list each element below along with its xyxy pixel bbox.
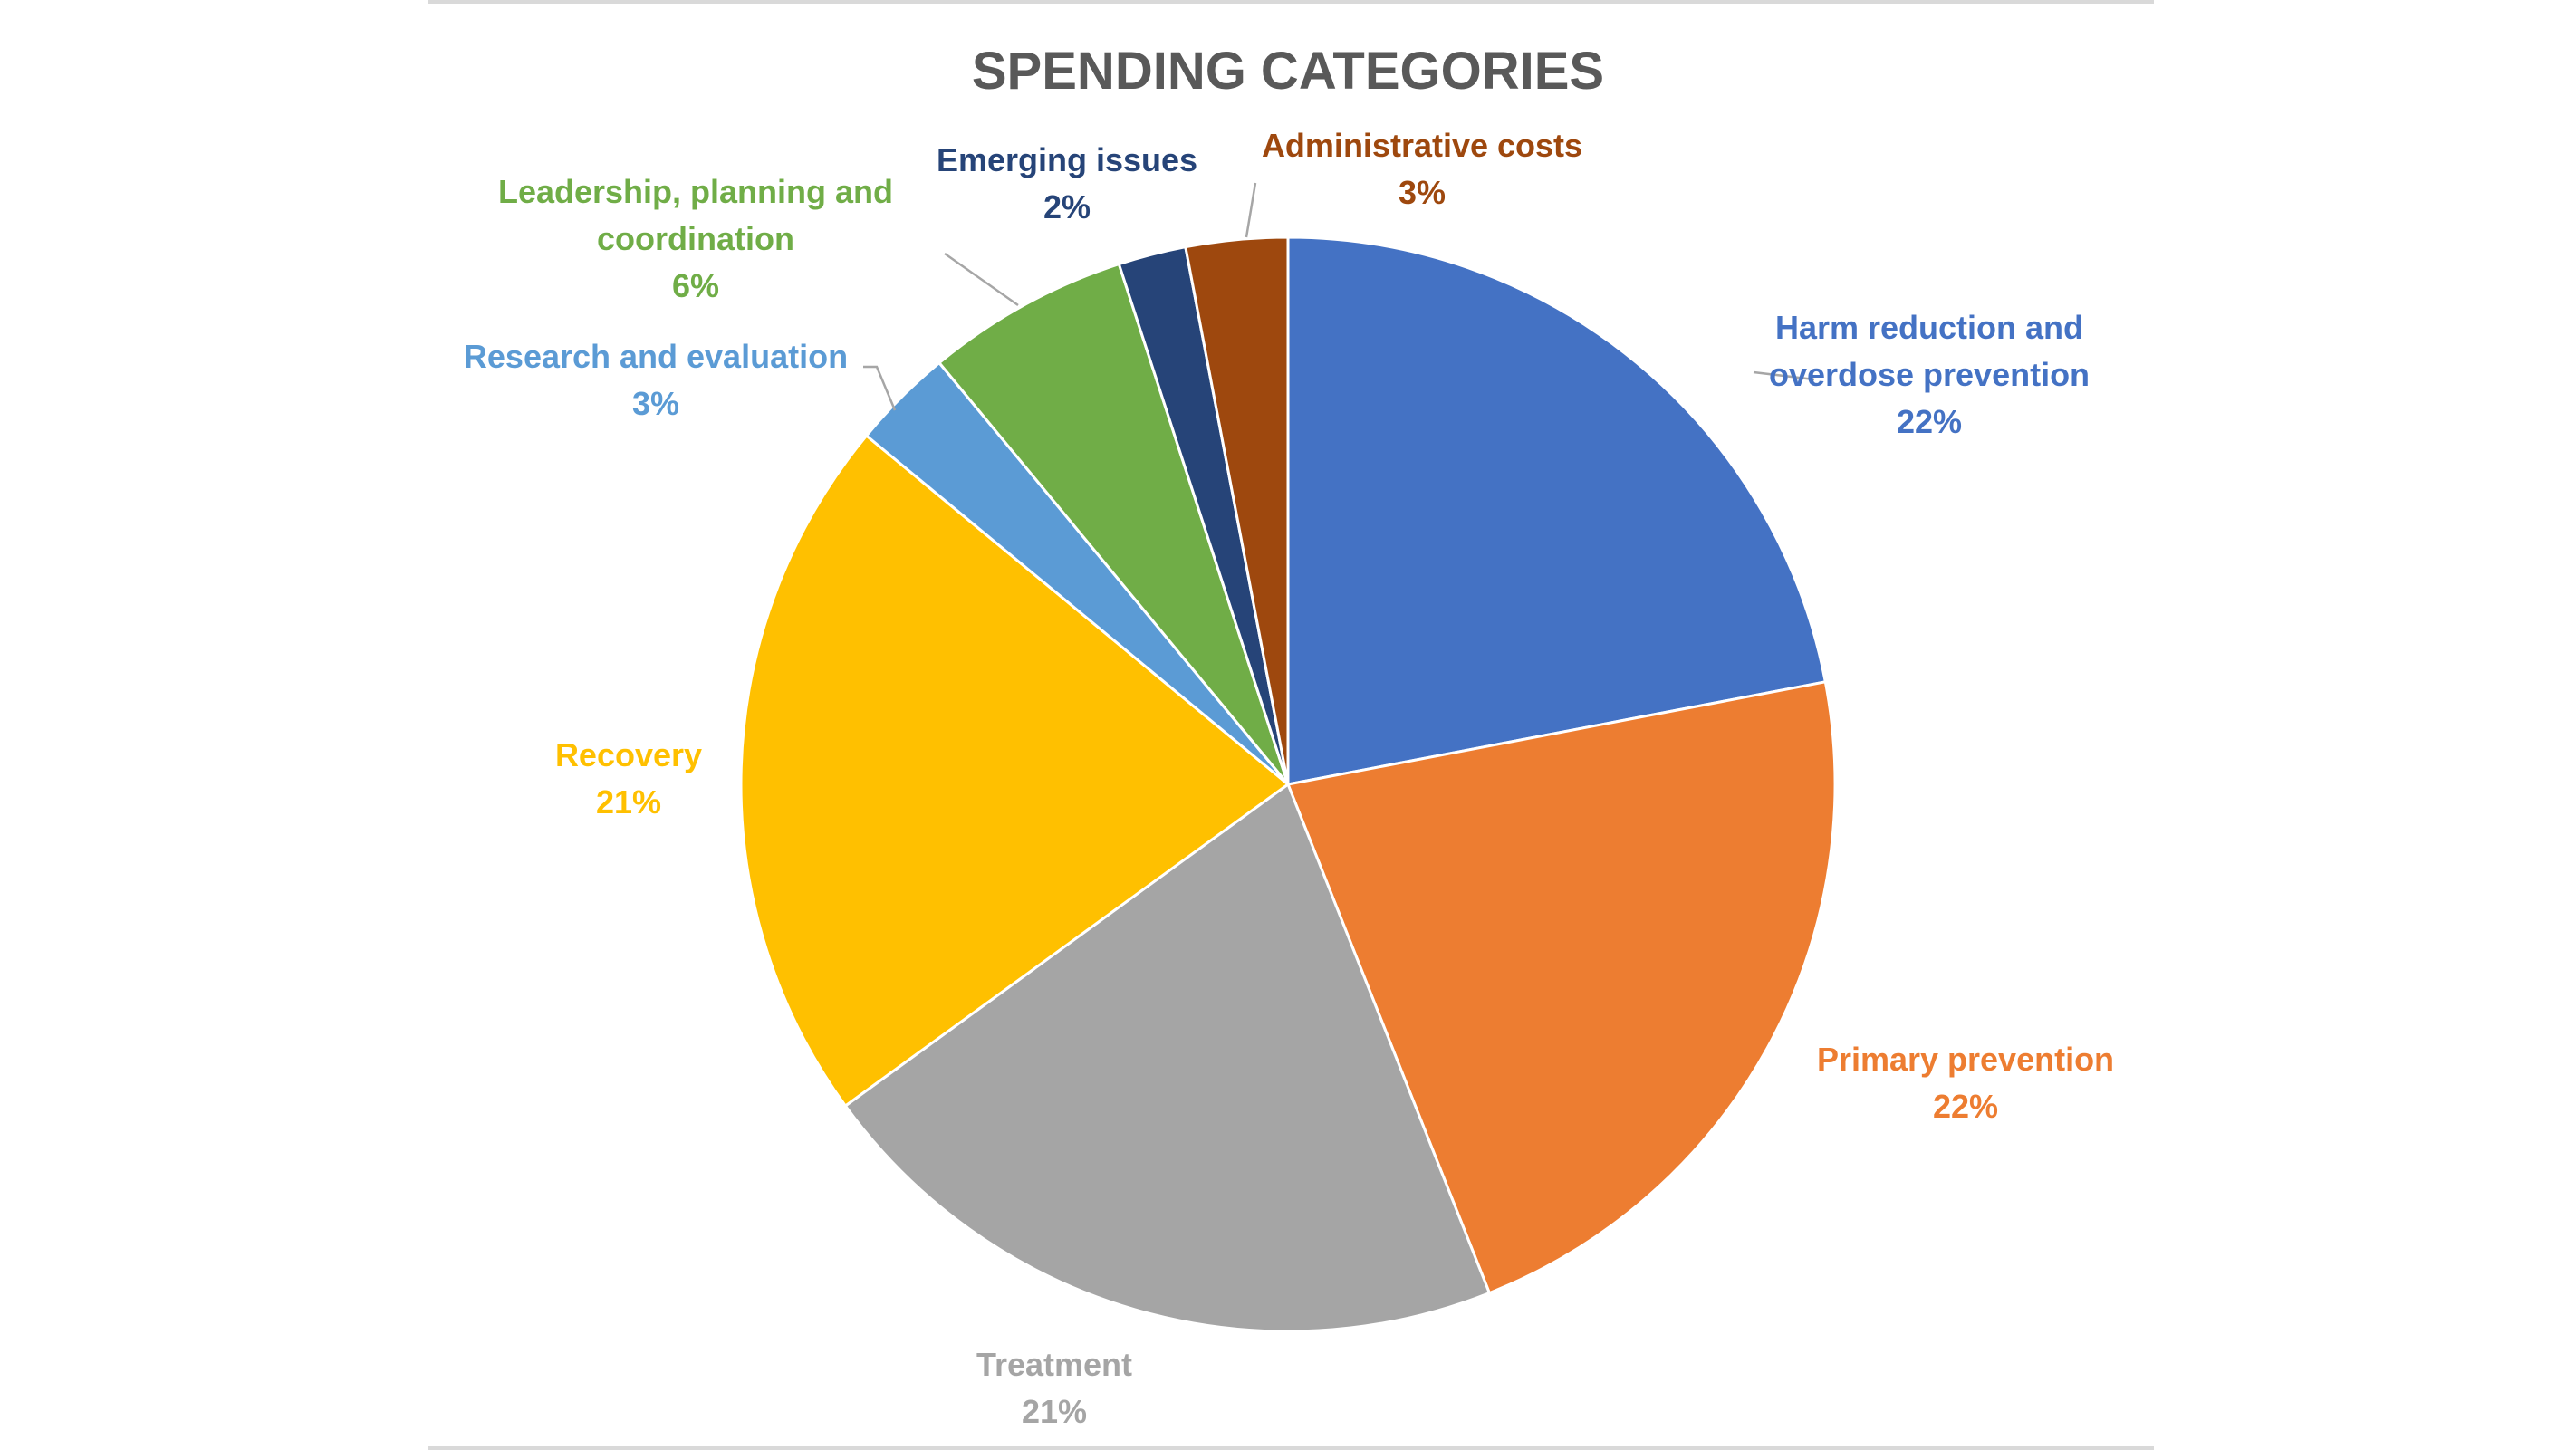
bottom-divider bbox=[428, 1446, 2154, 1450]
slice-percent: 2% bbox=[1043, 188, 1091, 226]
slice-data-label: Leadership, planning and coordination 6% bbox=[498, 173, 893, 304]
pie-slice bbox=[1184, 235, 1290, 785]
data-labels: Harm reduction and overdose prevention 22%… bbox=[464, 127, 2114, 1430]
slice-label-line: Primary prevention bbox=[1817, 1041, 2114, 1078]
slice-label-line: Recovery bbox=[555, 736, 702, 773]
slice-data-label: Emerging issues 2% bbox=[937, 141, 1197, 226]
slice-percent: 22% bbox=[1897, 403, 1962, 440]
slice-label-line: Research and evaluation bbox=[464, 338, 848, 375]
slice-percent: 21% bbox=[596, 783, 661, 821]
slice-data-label: Harm reduction and overdose prevention 22% bbox=[1769, 309, 2090, 440]
leader-line bbox=[1245, 182, 1257, 238]
slice-data-label: Administrative costs 3% bbox=[1262, 127, 1582, 211]
slice-percent: 22% bbox=[1933, 1088, 1998, 1125]
pie-slice bbox=[1286, 235, 1828, 786]
pie-slices bbox=[739, 235, 1837, 1333]
slice-percent: 6% bbox=[672, 267, 719, 304]
slice-label-line: Emerging issues bbox=[937, 141, 1197, 178]
slice-label-line: coordination bbox=[597, 220, 794, 257]
pie-slice bbox=[843, 782, 1492, 1333]
slice-label-line: Harm reduction and bbox=[1775, 309, 2083, 346]
slice-label-line: Administrative costs bbox=[1262, 127, 1582, 164]
slice-data-label: Treatment 21% bbox=[976, 1346, 1132, 1430]
slice-label-line: overdose prevention bbox=[1769, 356, 2090, 393]
slice-label-line: Leadership, planning and bbox=[498, 173, 893, 210]
leader-line bbox=[863, 365, 897, 411]
slice-percent: 21% bbox=[1022, 1393, 1087, 1430]
leader-lines bbox=[863, 182, 1815, 411]
slice-data-label: Research and evaluation 3% bbox=[464, 338, 848, 422]
slice-label-line: Treatment bbox=[976, 1346, 1132, 1383]
pie-slice bbox=[1285, 680, 1837, 1295]
slice-percent: 3% bbox=[632, 385, 679, 422]
pie-slice bbox=[937, 262, 1290, 785]
slice-percent: 3% bbox=[1399, 174, 1446, 211]
pie-slice bbox=[739, 433, 1291, 1109]
leader-line bbox=[1753, 370, 1815, 381]
chart-title: SPENDING CATEGORIES bbox=[972, 42, 1604, 101]
slice-data-label: Recovery 21% bbox=[555, 736, 702, 821]
leader-line bbox=[944, 252, 1019, 307]
slice-data-label: Primary prevention 22% bbox=[1817, 1041, 2114, 1125]
top-divider bbox=[428, 0, 2154, 4]
